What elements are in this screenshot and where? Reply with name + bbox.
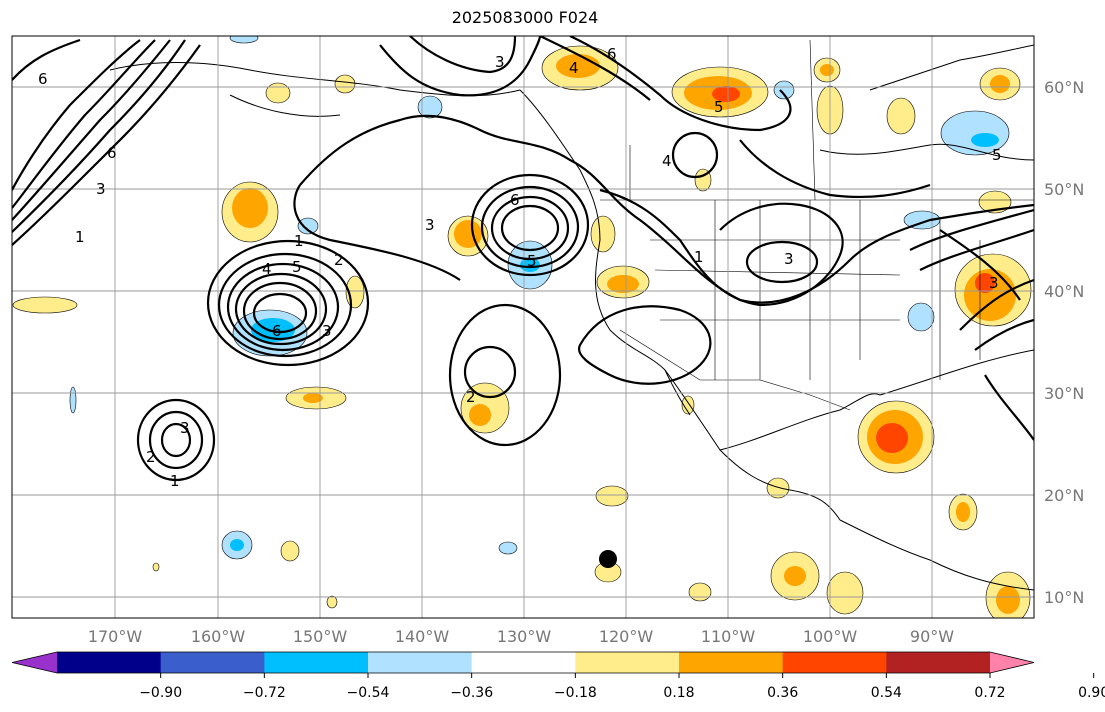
lon-label: 150°W bbox=[293, 627, 348, 646]
longitude-labels: 170°W 160°W 150°W 140°W 130°W 120°W 110°… bbox=[88, 627, 954, 646]
colorbar-tick-label: 0.90 bbox=[1078, 685, 1105, 701]
colorbar-tick-label: −0.90 bbox=[139, 685, 182, 701]
contour-labels: 1 2 3 4 5 6 1 2 3 1 3 6 6 3 3 6 5 6 4 5 … bbox=[38, 45, 1002, 490]
colorbar-tick-label: −0.72 bbox=[243, 685, 286, 701]
contour-label: 5 bbox=[292, 258, 302, 276]
contour-label: 6 bbox=[510, 191, 520, 209]
lon-label: 130°W bbox=[497, 627, 552, 646]
contour-label: 3 bbox=[989, 274, 999, 292]
contour-label: 4 bbox=[569, 59, 579, 77]
colorbar-outline bbox=[11, 651, 1035, 674]
colorbar: −0.90 −0.72 −0.54 −0.36 −0.18 0.18 0.36 0.54 0.7… bbox=[11, 651, 1105, 701]
map-frame bbox=[11, 35, 1035, 619]
colorbar-tick-label: 0.72 bbox=[974, 685, 1005, 701]
contour-label: 5 bbox=[714, 98, 724, 116]
lon-label: 120°W bbox=[599, 627, 654, 646]
contour-label: 4 bbox=[662, 152, 672, 170]
lat-label: 10°N bbox=[1044, 588, 1084, 607]
contour-label: 3 bbox=[495, 53, 505, 71]
contour-label: 3 bbox=[180, 419, 190, 437]
gridlines bbox=[12, 36, 1034, 618]
contour-label: 4 bbox=[262, 260, 272, 278]
contour-label: 5 bbox=[992, 146, 1002, 164]
contour-label: 3 bbox=[322, 322, 332, 340]
lon-label: 140°W bbox=[395, 627, 450, 646]
contour-lines bbox=[12, 36, 1034, 482]
lon-label: 90°W bbox=[910, 627, 954, 646]
colorbar-tick-label: −0.54 bbox=[347, 685, 390, 701]
lat-label: 40°N bbox=[1044, 282, 1084, 301]
colorbar-tick-label: −0.36 bbox=[450, 685, 493, 701]
colorbar-segment bbox=[264, 652, 369, 673]
contour-label: 6 bbox=[38, 70, 48, 88]
colorbar-tick-label: 0.54 bbox=[871, 685, 902, 701]
colorbar-segment bbox=[886, 652, 991, 673]
colorbar-extend-high bbox=[990, 652, 1034, 673]
lon-label: 160°W bbox=[191, 627, 246, 646]
political-borders bbox=[600, 39, 1034, 411]
lat-label: 60°N bbox=[1044, 78, 1084, 97]
colorbar-segment bbox=[575, 652, 680, 673]
latitude-labels: 60°N 50°N 40°N 30°N 20°N 10°N bbox=[1044, 78, 1084, 607]
coastlines bbox=[109, 44, 1034, 591]
colorbar-segment bbox=[679, 652, 784, 673]
contour-label: 3 bbox=[96, 180, 106, 198]
contour-label: 6 bbox=[272, 322, 282, 340]
contour-label: 3 bbox=[425, 216, 435, 234]
lon-label: 100°W bbox=[803, 627, 858, 646]
contour-label: 6 bbox=[607, 45, 617, 63]
contour-label: 2 bbox=[146, 448, 156, 466]
colorbar-tick-label: −0.18 bbox=[554, 685, 597, 701]
map-title: 2025083000 F024 bbox=[451, 8, 599, 27]
map-area bbox=[12, 36, 1034, 618]
colorbar-segment bbox=[57, 652, 162, 673]
lon-label: 170°W bbox=[88, 627, 143, 646]
contour-label: 6 bbox=[107, 144, 117, 162]
colorbar-segment bbox=[471, 652, 576, 673]
contour-label: 2 bbox=[466, 388, 476, 406]
lat-label: 30°N bbox=[1044, 384, 1084, 403]
colorbar-segment bbox=[160, 652, 265, 673]
location-marker bbox=[599, 550, 617, 568]
contour-label: 1 bbox=[694, 248, 704, 266]
colorbar-segment bbox=[368, 652, 473, 673]
colorbar-segment bbox=[782, 652, 887, 673]
lat-label: 50°N bbox=[1044, 180, 1084, 199]
colorbar-tick-label: 0.18 bbox=[663, 685, 694, 701]
contour-label: 1 bbox=[170, 472, 180, 490]
colorbar-extend-low bbox=[12, 652, 57, 673]
contour-label: 1 bbox=[75, 228, 85, 246]
contour-label: 2 bbox=[334, 251, 344, 269]
lat-label: 20°N bbox=[1044, 486, 1084, 505]
contour-label: 1 bbox=[294, 232, 304, 250]
contour-label: 3 bbox=[784, 250, 794, 268]
shaded-field bbox=[12, 36, 1032, 618]
colorbar-tick-label: 0.36 bbox=[767, 685, 798, 701]
contour-label: 5 bbox=[527, 252, 537, 270]
lon-label: 110°W bbox=[701, 627, 756, 646]
